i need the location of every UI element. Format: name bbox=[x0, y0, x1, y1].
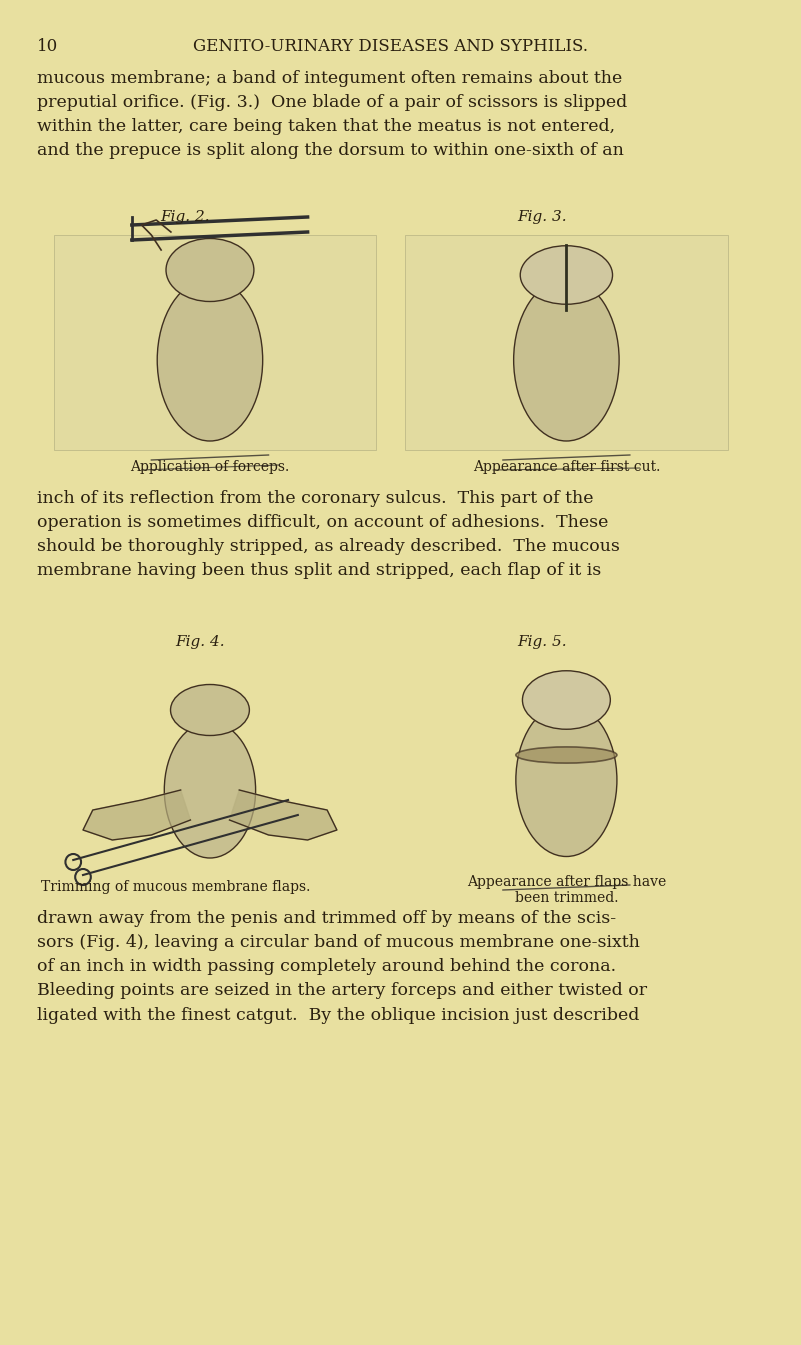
Text: drawn away from the penis and trimmed off by means of the scis-
sors (Fig. 4), l: drawn away from the penis and trimmed of… bbox=[37, 911, 647, 1024]
Ellipse shape bbox=[157, 278, 263, 441]
Text: 10: 10 bbox=[37, 38, 58, 55]
Ellipse shape bbox=[516, 746, 617, 763]
Text: Application of forceps.: Application of forceps. bbox=[131, 460, 290, 473]
Ellipse shape bbox=[516, 703, 617, 857]
Text: GENITO-URINARY DISEASES AND SYPHILIS.: GENITO-URINARY DISEASES AND SYPHILIS. bbox=[193, 38, 588, 55]
Text: Fig. 3.: Fig. 3. bbox=[517, 210, 567, 225]
Ellipse shape bbox=[513, 278, 619, 441]
Text: Trimming of mucous membrane flaps.: Trimming of mucous membrane flaps. bbox=[41, 880, 311, 894]
Bar bbox=[54, 235, 376, 451]
Bar bbox=[405, 235, 727, 451]
Text: Fig. 2.: Fig. 2. bbox=[161, 210, 211, 225]
Ellipse shape bbox=[171, 685, 249, 736]
Ellipse shape bbox=[520, 246, 613, 304]
Text: Fig. 4.: Fig. 4. bbox=[175, 635, 225, 650]
Text: inch of its reflection from the coronary sulcus.  This part of the
operation is : inch of its reflection from the coronary… bbox=[37, 490, 620, 580]
Text: Appearance after flaps have
been trimmed.: Appearance after flaps have been trimmed… bbox=[467, 876, 666, 905]
Ellipse shape bbox=[166, 238, 254, 301]
Ellipse shape bbox=[164, 722, 256, 858]
Text: Fig. 5.: Fig. 5. bbox=[517, 635, 567, 650]
Text: Appearance after first cut.: Appearance after first cut. bbox=[473, 460, 660, 473]
Text: mucous membrane; a band of integument often remains about the
preputial orifice.: mucous membrane; a band of integument of… bbox=[37, 70, 627, 160]
Ellipse shape bbox=[522, 671, 610, 729]
Polygon shape bbox=[229, 790, 337, 841]
Polygon shape bbox=[83, 790, 191, 841]
